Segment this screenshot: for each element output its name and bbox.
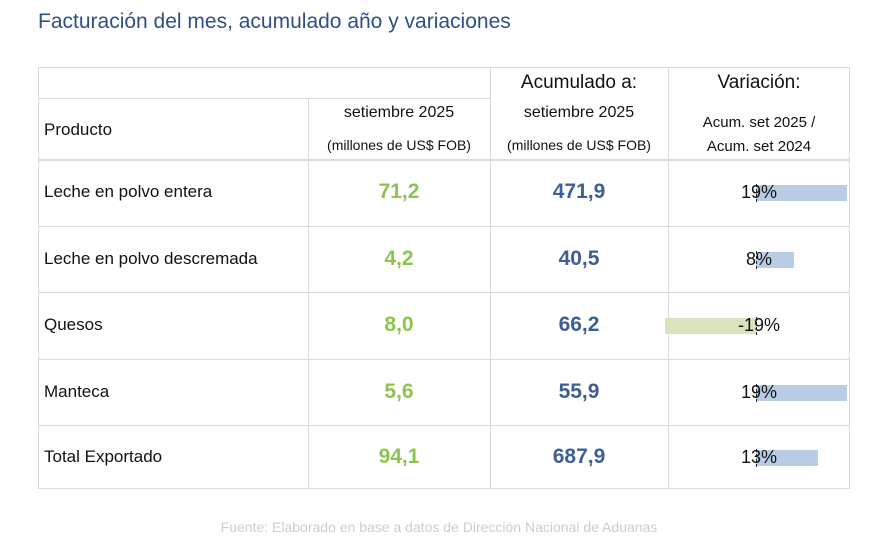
row-product: Quesos [44,315,103,334]
divider [38,159,850,161]
row-variation: 8% [745,248,772,269]
header-var-line2: Acum. set 2024 [706,138,812,155]
source-note: Fuente: Elaborado en base a datos de Dir… [220,519,658,535]
row-acum-value: 66,2 [558,313,600,336]
header-var-title: Variación: [717,72,801,93]
row-month-value: 8,0 [384,313,414,336]
header-acum-unit: (millones de US$ FOB) [507,137,651,153]
divider [490,67,491,489]
row-variation: 19% [740,182,778,202]
header-var-line1: Acum. set 2025 / [702,114,816,131]
divider [668,67,669,489]
row-month-value: 5,6 [384,379,414,403]
row-product: Leche en polvo entera [44,182,213,201]
row-month-value: 71,2 [378,180,420,203]
row-acum-value: 40,5 [558,246,600,270]
divider [38,359,850,360]
divider [38,98,490,99]
header-month-unit: (millones de US$ FOB) [327,137,471,153]
variation-bar-positive [756,185,848,201]
variation-bar-positive [756,251,795,268]
divider [38,425,850,426]
divider [308,98,309,489]
row-product: Manteca [44,381,110,401]
variation-axis [756,317,757,335]
header-month: setiembre 2025 [343,104,455,121]
variation-bar-negative [664,318,756,334]
row-month-value: 94,1 [378,444,420,468]
divider [38,292,850,293]
row-acum-value: 687,9 [552,444,606,468]
variation-axis [756,448,757,467]
row-acum-value: 55,9 [558,379,600,403]
variation-bar-positive [756,384,848,401]
row-product: Leche en polvo descremada [44,248,258,268]
row-variation: 19% [740,381,778,402]
divider [38,226,850,227]
variation-axis [756,184,757,202]
header-product: Producto [44,120,113,139]
row-variation: 13% [740,446,778,467]
variation-axis [756,250,757,269]
header-acum: setiembre 2025 [523,104,635,121]
billing-table [38,67,850,489]
variation-bar-positive [756,449,819,466]
row-variation: -19% [737,315,781,335]
row-product: Total Exportado [44,446,163,466]
row-acum-value: 471,9 [552,180,606,203]
row-month-value: 4,2 [384,246,414,270]
variation-axis [756,383,757,402]
page-title: Facturación del mes, acumulado año y var… [38,10,511,33]
header-acum-title: Acumulado a: [520,72,638,93]
